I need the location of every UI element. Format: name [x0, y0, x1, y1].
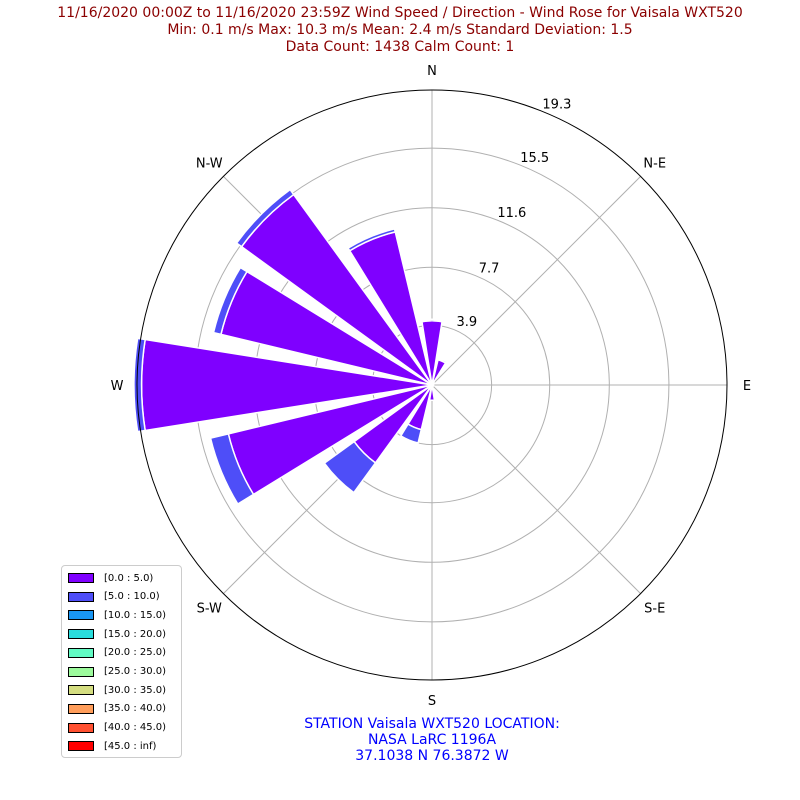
legend-label: [20.0 : 25.0)	[104, 647, 167, 659]
radial-tick-label: 15.5	[520, 151, 549, 166]
station-line-3: 37.1038 N 76.3872 W	[355, 748, 509, 764]
legend-item: [40.0 : 45.0)	[68, 721, 166, 735]
legend-item: [45.0 : inf)	[68, 739, 156, 753]
legend-label: [15.0 : 20.0)	[104, 628, 167, 640]
legend-item: [0.0 : 5.0)	[68, 571, 153, 585]
station-line-1: STATION Vaisala WXT520 LOCATION:	[304, 716, 560, 732]
direction-label-n: N	[427, 64, 437, 79]
bar-nne-bin-1	[437, 357, 448, 364]
legend: [0.0 : 5.0) [5.0 : 10.0) [10.0 : 15.0) [15.…	[61, 565, 182, 758]
legend-item: [10.0 : 15.0)	[68, 608, 166, 622]
legend-label: [5.0 : 10.0)	[104, 591, 160, 603]
bar-w-bin-1	[133, 337, 147, 433]
grid-spoke	[431, 384, 641, 594]
direction-label-s: S	[428, 694, 436, 709]
legend-item: [30.0 : 35.0)	[68, 683, 166, 697]
outer-frame	[136, 89, 728, 681]
station-info: STATION Vaisala WXT520 LOCATION: NASA La…	[232, 716, 632, 764]
legend-item: [5.0 : 10.0)	[68, 590, 160, 604]
direction-label-n-w: N-W	[196, 156, 223, 171]
bar-nw-bin-1	[235, 188, 295, 248]
axis-labels: N N-E E S-E S S-W W N-W 3.9 7.7 11.6 15.5 19.3	[111, 64, 752, 709]
legend-item: [35.0 : 40.0)	[68, 702, 166, 716]
legend-label: [10.0 : 15.0)	[104, 609, 167, 621]
legend-item: [25.0 : 30.0)	[68, 665, 166, 679]
bar-n-bin-1	[420, 318, 444, 323]
station-line-2: NASA LaRC 1196A	[367, 732, 497, 748]
legend-swatch	[68, 703, 94, 714]
legend-item: [15.0 : 20.0)	[68, 627, 166, 641]
outer-circle	[136, 89, 728, 681]
legend-label: [35.0 : 40.0)	[104, 703, 167, 715]
legend-swatch	[68, 591, 94, 602]
wind-rose-bars	[133, 188, 448, 506]
direction-label-s-w: S-W	[197, 602, 222, 617]
legend-swatch	[68, 666, 94, 677]
chart-title: 11/16/2020 00:00Z to 11/16/2020 23:59Z W…	[0, 5, 800, 56]
bar-nnw-bin-1	[347, 228, 397, 252]
direction-label-s-e: S-E	[644, 602, 665, 617]
legend-swatch	[68, 685, 94, 696]
direction-label-n-e: N-E	[643, 156, 666, 171]
bar-wnw-bin-1	[212, 266, 248, 336]
legend-label: [25.0 : 30.0)	[104, 666, 167, 677]
title-line-3: Data Count: 1438 Calm Count: 1	[285, 39, 515, 55]
bar-wsw-bin-1	[209, 432, 255, 506]
radial-tick-label: 3.9	[456, 315, 477, 330]
bar-ssw-bin-1	[399, 423, 423, 444]
legend-swatch	[68, 647, 94, 658]
title-line-1: 11/16/2020 00:00Z to 11/16/2020 23:59Z W…	[57, 5, 743, 21]
bar-sw-bin-1	[323, 440, 377, 494]
legend-label: [30.0 : 35.0)	[104, 684, 167, 696]
grid-spoke	[431, 176, 641, 386]
radial-tick-label: 7.7	[479, 261, 500, 276]
radial-tick-label: 19.3	[542, 97, 571, 112]
legend-swatch	[68, 741, 94, 752]
legend-item: [20.0 : 25.0)	[68, 646, 166, 660]
direction-label-e: E	[743, 379, 751, 394]
direction-label-w: W	[111, 379, 124, 394]
legend-swatch	[68, 610, 94, 621]
radial-tick-label: 11.6	[497, 206, 526, 221]
legend-swatch	[68, 722, 94, 733]
legend-swatch	[68, 629, 94, 640]
title-line-2: Min: 0.1 m/s Max: 10.3 m/s Mean: 2.4 m/s…	[167, 22, 633, 38]
legend-label: [40.0 : 45.0)	[104, 722, 167, 734]
legend-label: [45.0 : inf)	[104, 740, 157, 752]
legend-swatch	[68, 573, 94, 583]
bar-s-bin-0	[428, 384, 436, 402]
legend-label: [0.0 : 5.0)	[104, 572, 154, 584]
